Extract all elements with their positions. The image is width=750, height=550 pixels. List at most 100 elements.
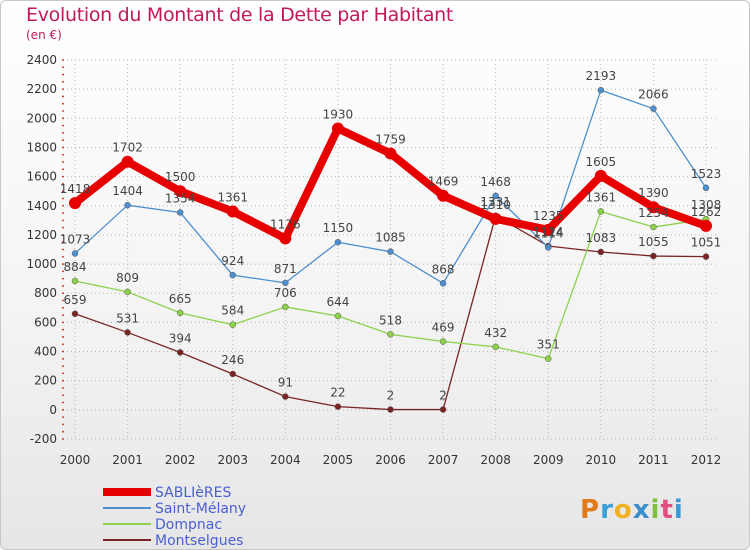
data-point (492, 192, 499, 200)
x-tick-label: 2000 (60, 453, 91, 467)
data-label: 1361 (217, 190, 248, 204)
data-label: 2 (387, 389, 395, 403)
x-tick-label: 2001 (112, 453, 143, 467)
y-axis-minor-dot (62, 299, 64, 302)
y-axis-minor-dot (62, 372, 64, 375)
data-point (387, 248, 394, 255)
data-point (331, 122, 344, 135)
svg-text:Proxiti: Proxiti (580, 495, 684, 525)
data-point (124, 201, 131, 209)
legend-label: Dompnac (155, 517, 222, 533)
y-axis-minor-dot (62, 175, 64, 178)
y-tick-label: 200 (34, 374, 57, 388)
y-tick-label: 0 (49, 403, 57, 417)
y-tick-label: 600 (34, 315, 57, 329)
y-axis-minor-dot (62, 59, 64, 61)
y-axis-minor-dot (62, 321, 64, 324)
data-point (594, 169, 607, 182)
y-axis-minor-dot (62, 183, 64, 185)
data-label: 665 (169, 292, 192, 306)
data-label: 1083 (586, 231, 617, 245)
data-label: 1468 (480, 175, 511, 189)
data-point (597, 248, 605, 256)
legend-label: Saint-Mélany (155, 501, 246, 517)
data-label: 1702 (112, 141, 143, 155)
y-axis-minor-dot (62, 277, 64, 280)
data-point (384, 147, 397, 160)
chart-title: Evolution du Montant de la Dette par Hab… (26, 4, 454, 26)
y-tick-label: 1800 (26, 140, 57, 154)
data-point (176, 349, 184, 356)
legend-label: Montselgues (155, 533, 243, 549)
y-axis-minor-dot (62, 343, 64, 346)
data-label: 584 (221, 304, 244, 318)
data-label: 469 (432, 320, 455, 334)
data-point (597, 208, 605, 215)
x-tick-label: 2002 (165, 453, 196, 467)
y-axis-minor-dot (62, 219, 64, 222)
data-label: 1085 (375, 231, 406, 245)
y-tick-label: 2000 (26, 111, 57, 125)
data-label: 884 (64, 260, 87, 274)
y-axis-minor-dot (62, 73, 64, 76)
y-axis-minor-dot (62, 430, 64, 433)
data-point (69, 197, 81, 210)
y-axis-minor-dot (62, 314, 64, 316)
data-point (71, 310, 79, 318)
data-point (439, 406, 447, 413)
y-axis-minor-dot (62, 161, 64, 163)
data-label: 1254 (638, 206, 669, 220)
y-axis-minor-dot (62, 197, 64, 200)
x-tick-label: 2011 (638, 453, 669, 467)
data-label: 1331 (480, 195, 511, 209)
y-axis-minor-dot (62, 102, 64, 105)
data-label: 1262 (691, 205, 722, 219)
data-label: 1759 (375, 132, 406, 146)
data-point (124, 288, 131, 296)
data-label: 518 (379, 313, 402, 327)
data-point (647, 201, 660, 214)
data-label: 246 (221, 353, 244, 367)
data-point (229, 321, 236, 328)
y-axis-minor-dot (62, 146, 64, 149)
data-point (282, 303, 289, 311)
data-label: 1114 (533, 226, 564, 240)
x-tick-label: 2010 (586, 453, 617, 467)
y-axis-minor-dot (62, 401, 64, 404)
data-label: 2193 (586, 69, 617, 83)
data-point (489, 212, 502, 225)
chart-subtitle: (en €) (26, 28, 62, 42)
data-label: 531 (116, 311, 139, 325)
y-axis-minor-dot (62, 124, 64, 127)
data-label: 1150 (323, 221, 354, 235)
y-axis-minor-dot (62, 416, 64, 419)
y-tick-label: 1400 (26, 199, 57, 213)
data-point (387, 331, 394, 338)
data-label: 1605 (586, 155, 617, 169)
y-axis-minor-dot (62, 66, 64, 69)
x-tick-label: 2012 (691, 453, 722, 467)
data-point (226, 205, 239, 218)
data-label: 1500 (165, 170, 196, 184)
data-label: 1176 (270, 217, 301, 231)
data-point (124, 329, 131, 336)
y-axis-minor-dot (62, 168, 64, 171)
y-axis-minor-dot (62, 248, 64, 251)
y-axis-minor-dot (62, 139, 64, 142)
data-point (71, 250, 79, 257)
data-label: 1073 (60, 232, 91, 246)
data-label: 871 (274, 262, 297, 276)
y-axis-minor-dot (62, 255, 64, 258)
data-point (545, 355, 552, 362)
y-axis-minor-dot (62, 241, 64, 244)
y-tick-label: 800 (34, 286, 57, 300)
data-label: 868 (432, 262, 455, 276)
y-axis-minor-dot (62, 438, 64, 440)
y-axis-minor-dot (62, 350, 64, 353)
data-point (71, 277, 79, 285)
data-label: 2 (439, 389, 447, 403)
y-tick-label: 400 (34, 345, 57, 359)
data-point (387, 406, 394, 413)
